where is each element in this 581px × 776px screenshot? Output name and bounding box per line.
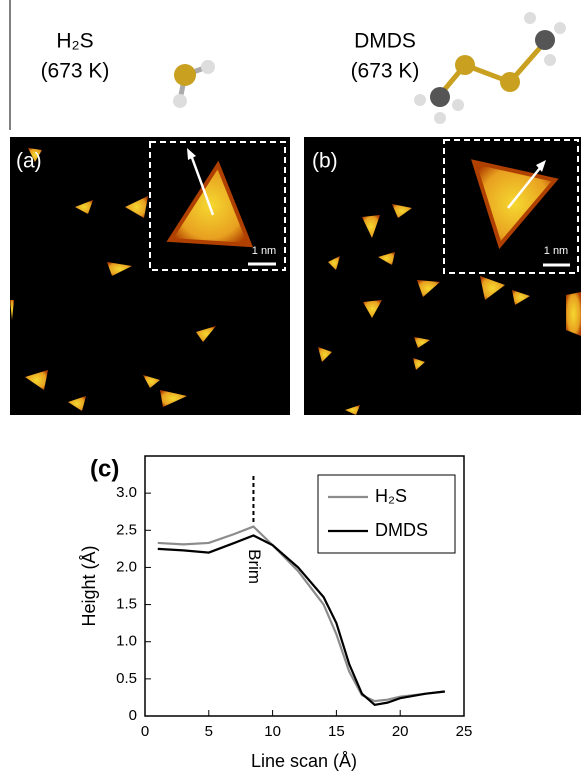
data-line bbox=[158, 535, 445, 704]
y-tick-label: 3.0 bbox=[116, 484, 137, 501]
scale-label: 1 nm bbox=[544, 245, 568, 257]
y-tick-label: 1.5 bbox=[116, 596, 137, 613]
x-tick-label: 5 bbox=[205, 723, 213, 740]
legend-label: DMDS bbox=[375, 520, 428, 540]
stm-image bbox=[304, 137, 581, 415]
y-axis-label: Height (Å) bbox=[79, 545, 99, 626]
y-tick-label: 0 bbox=[129, 707, 137, 724]
molecule-temp: (673 K) bbox=[41, 60, 110, 83]
x-tick-label: 25 bbox=[456, 723, 473, 740]
legend-label: H₂S bbox=[375, 486, 407, 506]
annotation: Brim bbox=[245, 549, 264, 584]
figure: H₂S (673 K) DMDS (673 K) (a) 1 nm bbox=[0, 0, 581, 776]
h2s-model bbox=[173, 60, 215, 108]
panel-label: (b) bbox=[312, 150, 338, 173]
chart: 0 5 10 15 20 25 0 0.5 1.0 1.5 2.0 2.5 3.0 Brim H₂S DMDS bbox=[116, 456, 472, 740]
x-tick-label: 10 bbox=[264, 723, 281, 740]
panel-label: (a) bbox=[16, 150, 42, 173]
y-tick-label: 2.5 bbox=[116, 521, 137, 538]
x-tick-label: 15 bbox=[328, 723, 345, 740]
y-tick-label: 2.0 bbox=[116, 558, 137, 575]
x-tick-label: 0 bbox=[141, 723, 149, 740]
y-tick-label: 0.5 bbox=[116, 670, 137, 687]
stm-image bbox=[10, 137, 290, 415]
y-tick-label: 1.0 bbox=[116, 633, 137, 650]
dmds-model bbox=[414, 12, 566, 124]
molecule-name: H₂S bbox=[56, 30, 93, 53]
panel-label: (c) bbox=[90, 455, 119, 482]
x-tick-label: 20 bbox=[392, 723, 409, 740]
molecule-temp: (673 K) bbox=[351, 60, 420, 83]
scale-label: 1 nm bbox=[252, 245, 276, 257]
x-axis-label: Line scan (Å) bbox=[251, 751, 357, 771]
molecule-name: DMDS bbox=[354, 30, 416, 53]
